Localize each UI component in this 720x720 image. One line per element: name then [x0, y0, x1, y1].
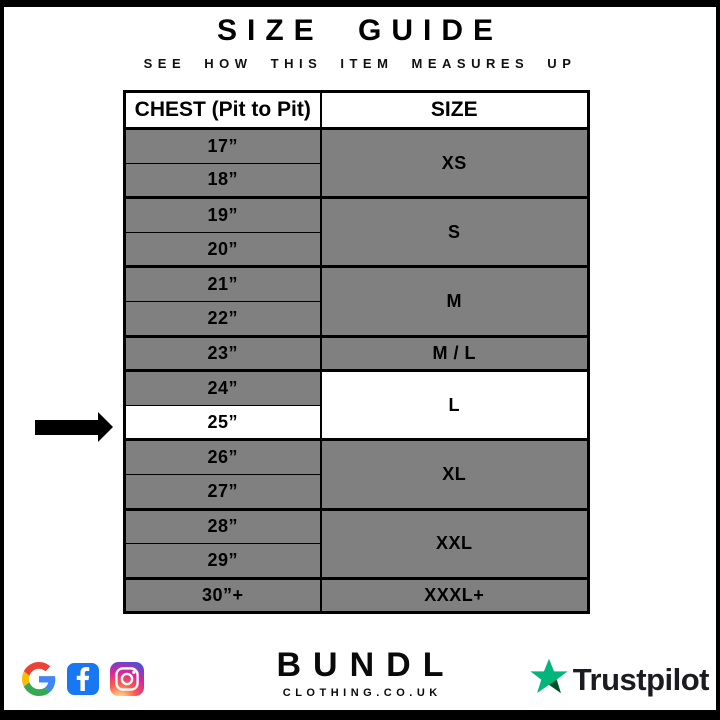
table-row: 18” [124, 162, 589, 199]
table-row: 19” S [124, 196, 589, 268]
table-row-highlighted: 25” [124, 404, 589, 441]
table-row: 30”+ XXXL+ [124, 576, 589, 614]
current-size-arrow-icon [35, 412, 113, 443]
chest-cell: 29” [124, 543, 322, 579]
facebook-icon[interactable] [67, 663, 99, 695]
chest-cell: 19” [124, 196, 322, 233]
table-row: 21” M [124, 265, 589, 337]
brand-tagline: CLOTHING.CO.UK [282, 687, 442, 699]
size-cell: S [320, 196, 589, 268]
chest-cell: 22” [124, 300, 322, 337]
social-icons [22, 662, 144, 696]
size-cell-highlighted: L [320, 369, 589, 441]
table-row: 27” [124, 473, 589, 510]
table-row: 20” [124, 231, 589, 268]
chest-cell: 21” [124, 265, 322, 302]
brand-name: BUNDL [276, 646, 456, 684]
table-row: 26” XL [124, 438, 589, 510]
chest-cell: 23” [124, 334, 322, 372]
size-cell: XXXL+ [320, 576, 589, 614]
size-cell: XXL [320, 507, 589, 579]
table-row: 23” M / L [124, 334, 589, 372]
table-row: 24” L [124, 369, 589, 441]
google-icon[interactable] [22, 662, 56, 696]
table-row: 17” XS [124, 126, 589, 199]
chest-cell: 30”+ [124, 576, 322, 614]
arrow-shaft [35, 420, 99, 435]
chest-cell: 18” [124, 162, 322, 199]
table-row: 29” [124, 543, 589, 579]
chest-cell: 27” [124, 473, 322, 510]
size-cell: XL [320, 438, 589, 510]
page-title: SIZE GUIDE [216, 14, 504, 47]
table-row: 28” XXL [124, 507, 589, 579]
table-header-row: CHEST (Pit to Pit) SIZE [124, 91, 589, 130]
trustpilot-star-icon [528, 656, 570, 703]
chest-cell: 20” [124, 231, 322, 268]
column-header-size: SIZE [320, 91, 589, 130]
trustpilot-label: Trustpilot [572, 661, 710, 697]
instagram-icon[interactable] [110, 662, 144, 696]
chest-cell: 26” [124, 438, 322, 475]
trustpilot-logo[interactable]: Trustpilot [528, 656, 710, 703]
chest-cell-highlighted: 25” [124, 404, 322, 441]
table-row: 22” [124, 300, 589, 337]
size-cell: XS [320, 126, 589, 199]
column-header-chest: CHEST (Pit to Pit) [124, 91, 322, 130]
footer: BUNDL CLOTHING.CO.UK Trustpilot [0, 640, 720, 710]
size-cell: M [320, 265, 589, 337]
chest-cell: 17” [124, 127, 322, 164]
chest-cell: 28” [124, 507, 322, 545]
page-subtitle: SEE HOW THIS ITEM MEASURES UP [143, 56, 577, 71]
size-table: CHEST (Pit to Pit) SIZE 17” XS 18” 19” S… [123, 90, 590, 615]
arrow-head [98, 412, 113, 442]
chest-cell: 24” [124, 369, 322, 406]
size-cell: M / L [320, 334, 589, 372]
brand-logo: BUNDL CLOTHING.CO.UK [277, 646, 444, 699]
